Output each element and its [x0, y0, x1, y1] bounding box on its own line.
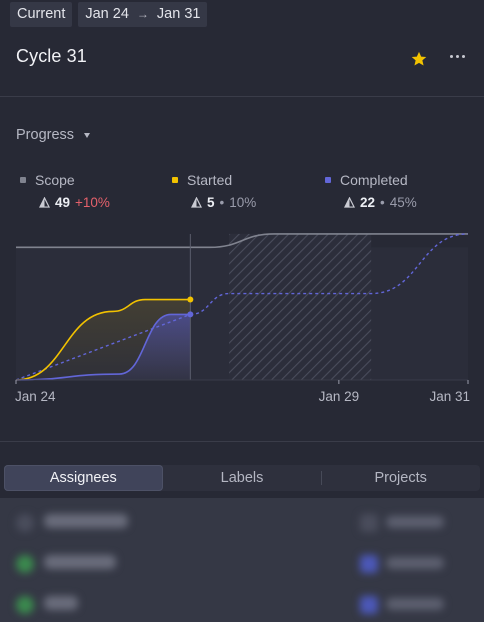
- date-start: Jan 24: [85, 6, 129, 22]
- completed-legend-dot: [325, 177, 331, 183]
- x-tick-label: Jan 24: [15, 389, 56, 404]
- date-end: Jan 31: [156, 6, 201, 22]
- scope-line: [16, 233, 468, 249]
- tab-assignees-label: Assignees: [49, 470, 117, 486]
- estimate-icon: [191, 197, 202, 208]
- tab-projects[interactable]: Projects: [321, 465, 480, 491]
- tab-projects-label: Projects: [374, 470, 427, 486]
- weekend-hatch: [229, 233, 372, 380]
- caret-down-icon: [84, 132, 91, 138]
- completed-percent: 45%: [389, 195, 417, 210]
- more-dots-icon: [449, 54, 453, 58]
- stat-completed[interactable]: Completed 22 • 45%: [325, 172, 417, 210]
- avatar: [16, 596, 34, 614]
- stat-started[interactable]: Started 5 • 10%: [172, 172, 256, 210]
- arrow-right-icon: →: [136, 7, 149, 21]
- avatar: [16, 514, 34, 532]
- list-item[interactable]: [0, 504, 484, 540]
- scope-label: Scope: [35, 172, 75, 188]
- list-item-name: [44, 514, 128, 528]
- favorite-button[interactable]: [410, 50, 428, 68]
- list-item-value: [386, 516, 444, 528]
- completed-count: 22: [360, 195, 376, 210]
- list-item[interactable]: [0, 545, 484, 581]
- progress-chip: [360, 555, 378, 573]
- started-endpoint: [187, 296, 194, 303]
- cycle-meta: Current Jan 24 → Jan 31: [10, 2, 208, 27]
- completed-endpoint: [187, 311, 194, 318]
- completed-line: [15, 313, 191, 381]
- progress-chip: [360, 514, 378, 532]
- more-options-button[interactable]: [446, 46, 468, 66]
- stat-scope[interactable]: Scope 49 +10%: [20, 172, 110, 210]
- x-tick-label: Jan 29: [319, 389, 360, 404]
- current-label: Current: [17, 6, 66, 22]
- completed-label: Completed: [340, 172, 408, 188]
- started-legend-dot: [172, 177, 178, 183]
- started-label: Started: [187, 172, 233, 188]
- tab-labels-label: Labels: [220, 470, 264, 486]
- header-divider: [0, 96, 484, 97]
- progress-label: Progress: [16, 127, 75, 143]
- progress-dropdown[interactable]: Progress: [16, 127, 91, 143]
- assignee-list: [0, 498, 484, 622]
- estimate-icon: [39, 197, 50, 208]
- completed-area: [16, 314, 191, 380]
- scope-count: 49: [55, 195, 71, 210]
- scope-delta: +10%: [75, 195, 110, 210]
- breakdown-tabs: Assignees Labels Projects: [4, 465, 480, 491]
- list-item-value: [386, 598, 444, 610]
- scope-legend-dot: [20, 177, 26, 183]
- list-item-name: [44, 596, 78, 610]
- chart-divider: [0, 441, 484, 442]
- separator-dot: •: [219, 195, 225, 210]
- progress-chip: [360, 596, 378, 614]
- star-icon: [411, 51, 427, 66]
- list-item-value: [386, 557, 444, 569]
- started-percent: 10%: [229, 195, 257, 210]
- estimate-icon: [344, 197, 355, 208]
- list-item[interactable]: [0, 586, 484, 622]
- list-item-name: [44, 555, 116, 569]
- tab-assignees[interactable]: Assignees: [4, 465, 163, 491]
- separator-dot: •: [380, 195, 385, 210]
- burnup-chart[interactable]: Jan 24 Jan 29 Jan 31: [0, 225, 484, 415]
- avatar: [16, 555, 34, 573]
- started-count: 5: [207, 195, 215, 210]
- page-title: Cycle 31: [16, 46, 87, 66]
- current-badge[interactable]: Current: [10, 2, 73, 27]
- x-tick-label: Jan 31: [429, 389, 470, 404]
- tab-separator: [321, 471, 323, 485]
- completed-projection-line: [15, 233, 469, 381]
- started-line: [15, 298, 191, 381]
- tab-labels[interactable]: Labels: [163, 465, 322, 491]
- date-range[interactable]: Jan 24 → Jan 31: [78, 2, 208, 27]
